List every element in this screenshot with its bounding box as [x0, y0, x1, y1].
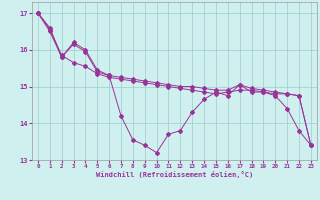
- X-axis label: Windchill (Refroidissement éolien,°C): Windchill (Refroidissement éolien,°C): [96, 171, 253, 178]
